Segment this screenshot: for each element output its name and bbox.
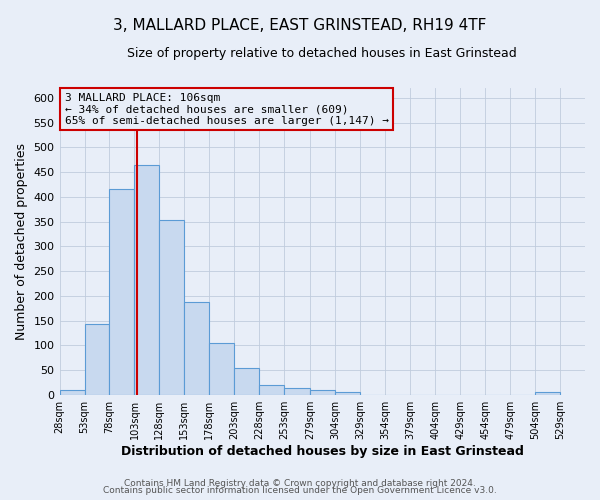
Text: Contains HM Land Registry data © Crown copyright and database right 2024.: Contains HM Land Registry data © Crown c… xyxy=(124,478,476,488)
Bar xyxy=(259,385,284,394)
Bar xyxy=(59,390,85,394)
Bar xyxy=(310,390,335,394)
Bar xyxy=(335,392,360,394)
Bar xyxy=(209,343,235,394)
Text: 3, MALLARD PLACE, EAST GRINSTEAD, RH19 4TF: 3, MALLARD PLACE, EAST GRINSTEAD, RH19 4… xyxy=(113,18,487,32)
Bar xyxy=(184,302,209,394)
Y-axis label: Number of detached properties: Number of detached properties xyxy=(15,143,28,340)
Bar xyxy=(85,324,109,394)
Text: Contains public sector information licensed under the Open Government Licence v3: Contains public sector information licen… xyxy=(103,486,497,495)
X-axis label: Distribution of detached houses by size in East Grinstead: Distribution of detached houses by size … xyxy=(121,444,524,458)
Bar xyxy=(535,392,560,394)
Bar xyxy=(134,164,160,394)
Text: 3 MALLARD PLACE: 106sqm
← 34% of detached houses are smaller (609)
65% of semi-d: 3 MALLARD PLACE: 106sqm ← 34% of detache… xyxy=(65,92,389,126)
Bar xyxy=(160,220,184,394)
Bar xyxy=(109,190,134,394)
Bar xyxy=(235,368,259,394)
Title: Size of property relative to detached houses in East Grinstead: Size of property relative to detached ho… xyxy=(127,48,517,60)
Bar xyxy=(284,388,310,394)
